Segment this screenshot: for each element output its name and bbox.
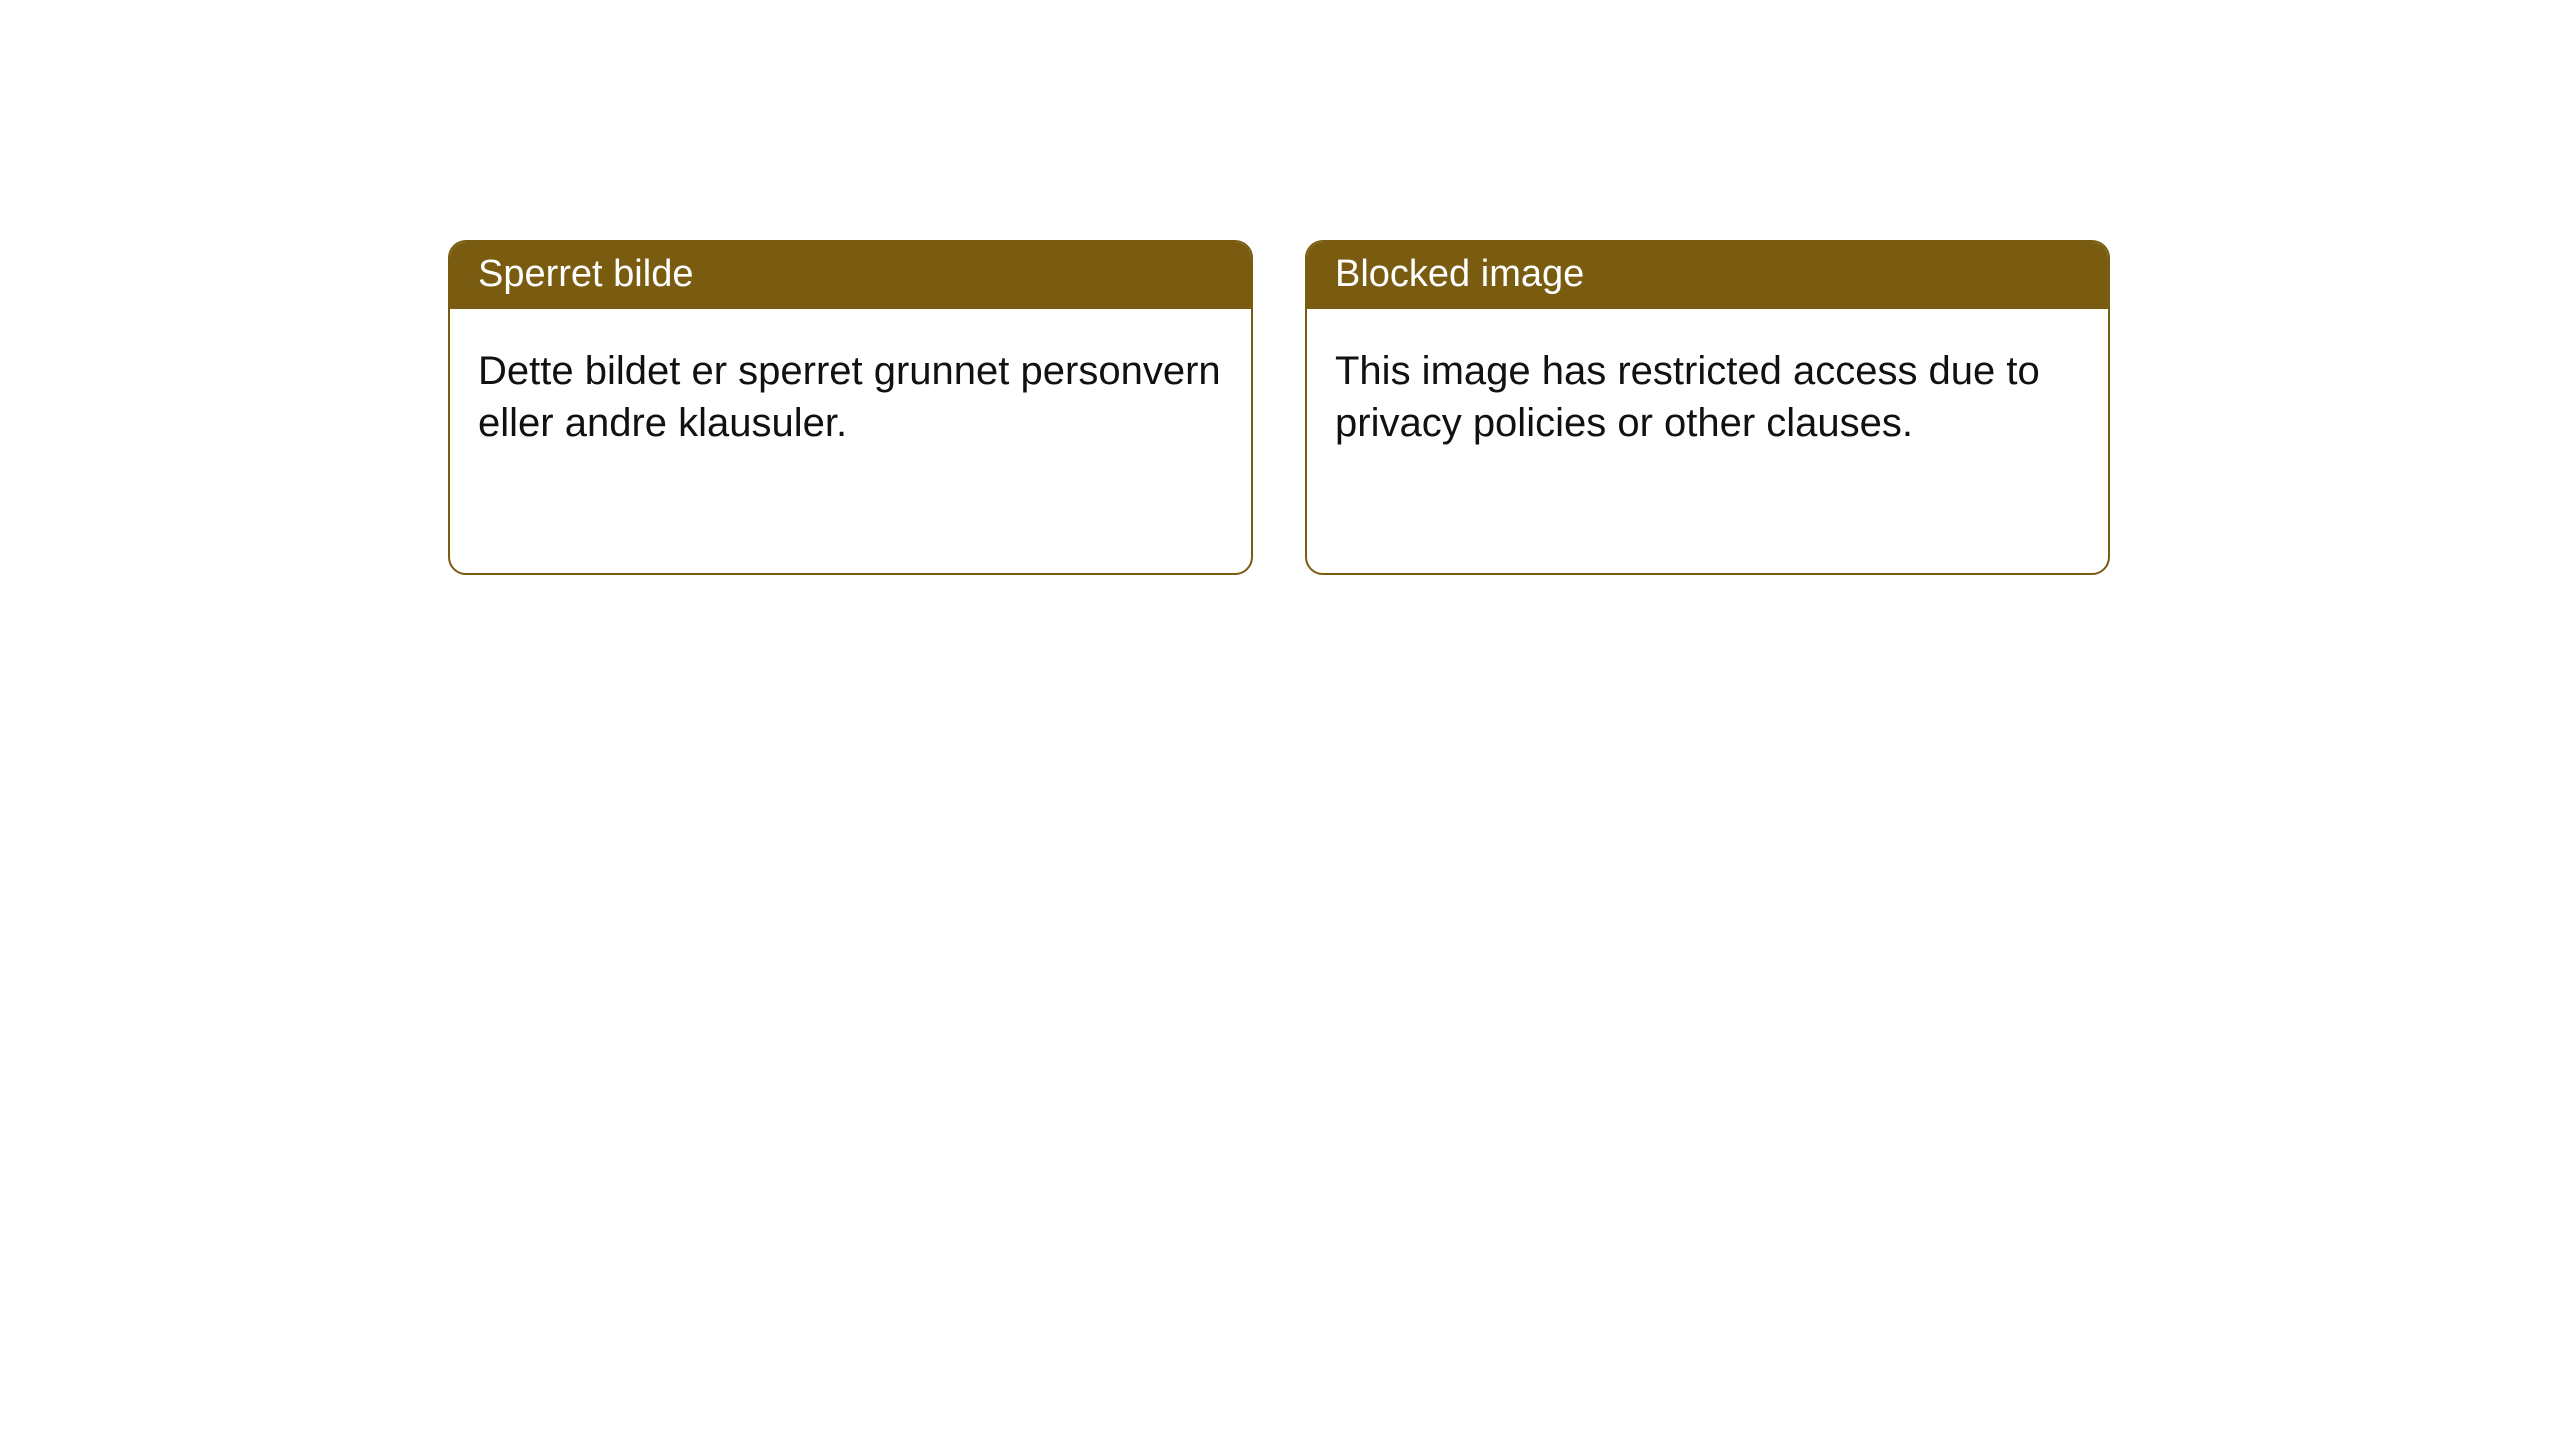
- notice-card-norwegian: Sperret bilde Dette bildet er sperret gr…: [448, 240, 1253, 575]
- notice-header: Sperret bilde: [450, 242, 1251, 309]
- notice-header: Blocked image: [1307, 242, 2108, 309]
- notice-body: Dette bildet er sperret grunnet personve…: [450, 309, 1251, 477]
- notice-body: This image has restricted access due to …: [1307, 309, 2108, 477]
- notice-header-text: Sperret bilde: [478, 253, 693, 295]
- notice-body-text: This image has restricted access due to …: [1335, 349, 2040, 445]
- notice-body-text: Dette bildet er sperret grunnet personve…: [478, 349, 1221, 445]
- notice-card-english: Blocked image This image has restricted …: [1305, 240, 2110, 575]
- notice-header-text: Blocked image: [1335, 253, 1584, 295]
- notice-container: Sperret bilde Dette bildet er sperret gr…: [0, 0, 2560, 575]
